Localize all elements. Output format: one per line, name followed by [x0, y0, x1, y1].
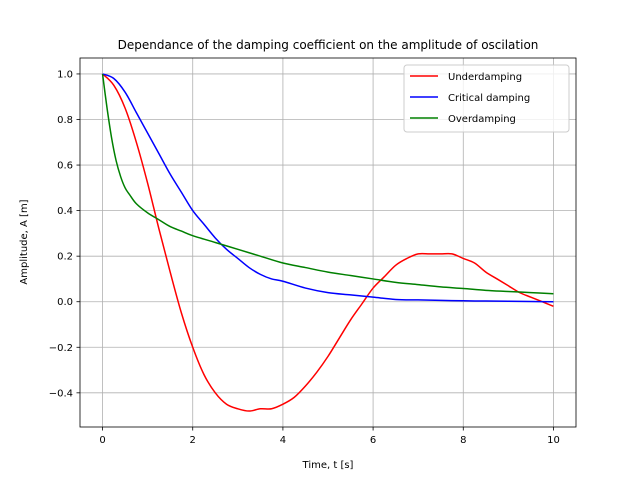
y-tick-label: 0.0 [57, 297, 73, 308]
y-tick-label: 0.6 [57, 161, 73, 172]
x-tick-label: 8 [460, 435, 466, 446]
series-lines [101, 73, 554, 412]
x-tick-label: 2 [190, 435, 196, 446]
critical-damping-legend-label: Critical damping [448, 93, 530, 104]
x-tick-label: 10 [547, 435, 560, 446]
legend: Underdamping Critical damping Overdamping [403, 64, 570, 133]
x-axis-title: Time, t [s] [302, 460, 354, 471]
axis-ticks: 0 2 4 6 8 10 −0.4 −0.2 0.0 0.2 0.4 0.6 0.8 1.0 [49, 69, 560, 446]
overdamping-line [101, 73, 554, 295]
y-tick-label: 0.2 [57, 252, 73, 263]
x-tick-label: 0 [99, 435, 105, 446]
underdamping-line [102, 73, 554, 412]
y-tick-label: 1.0 [57, 69, 73, 80]
underdamping-legend-label: Underdamping [448, 72, 522, 83]
overdamping-legend-label: Overdamping [448, 114, 516, 125]
y-tick-label: 0.4 [57, 206, 73, 217]
y-tick-label: −0.4 [49, 388, 73, 399]
chart-title: Dependance of the damping coefficient on… [118, 38, 539, 52]
x-tick-label: 4 [280, 435, 286, 446]
y-axis-title: Amplitude, A [m] [19, 199, 30, 284]
plot-area-frame [79, 57, 577, 428]
critical-damping-line [102, 73, 554, 303]
y-tick-label: −0.2 [49, 343, 73, 354]
legend-box [403, 64, 570, 133]
grid-lines [80, 58, 576, 427]
y-tick-label: 0.8 [57, 115, 73, 126]
x-tick-label: 6 [370, 435, 376, 446]
